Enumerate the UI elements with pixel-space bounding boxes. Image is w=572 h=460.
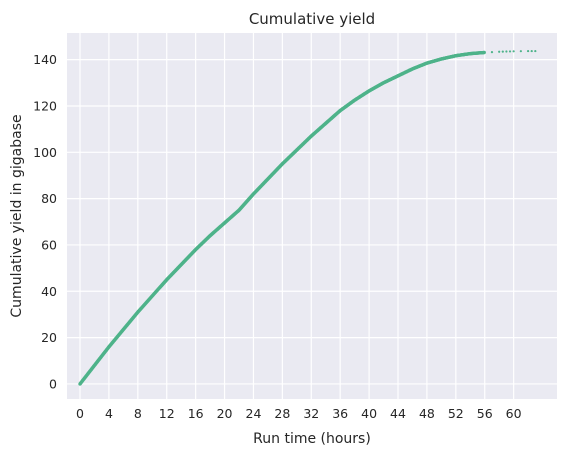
y-tick-label: 80: [41, 191, 57, 206]
data-point: [530, 49, 533, 53]
x-tick-label: 52: [448, 406, 464, 421]
x-tick-label: 36: [332, 406, 348, 421]
y-tick-label: 60: [41, 237, 57, 252]
y-tick-label: 40: [41, 284, 57, 299]
x-tick-label: 20: [217, 406, 233, 421]
x-tick-label: 28: [274, 406, 290, 421]
x-tick-label: 24: [246, 406, 262, 421]
x-tick-label: 0: [76, 406, 84, 421]
grid-lines: [67, 33, 557, 399]
chart-title: Cumulative yield: [249, 10, 375, 28]
x-tick-label: 44: [390, 406, 406, 421]
x-tick-label: 12: [159, 406, 175, 421]
x-tick-label: 48: [419, 406, 435, 421]
y-tick-label: 20: [41, 330, 57, 345]
data-point: [483, 51, 486, 54]
y-tick-label: 0: [49, 376, 57, 391]
x-tick-label: 40: [361, 406, 377, 421]
x-tick-label: 4: [105, 406, 113, 421]
data-points: [78, 49, 537, 386]
data-point: [526, 49, 530, 53]
x-tick-label: 8: [134, 406, 142, 421]
y-tick-labels: 0 20 40 60 80 100 120 140: [33, 52, 57, 391]
x-tick-labels: 0 4 8 12 16 20 24 28 32 36 40 44 48 52 56 60: [76, 406, 522, 421]
data-point: [490, 51, 494, 54]
y-axis-label: Cumulative yield in gigabase: [9, 114, 25, 317]
x-tick-label: 60: [506, 406, 522, 421]
x-tick-label: 16: [188, 406, 204, 421]
data-point: [505, 50, 508, 53]
x-tick-label: 32: [303, 406, 319, 421]
y-tick-label: 140: [33, 52, 57, 67]
x-axis-label: Run time (hours): [253, 431, 371, 447]
data-point: [519, 50, 522, 53]
y-tick-label: 120: [33, 98, 57, 113]
plot-background: [67, 33, 557, 399]
data-point: [508, 50, 512, 53]
x-tick-label: 56: [477, 406, 493, 421]
data-point: [498, 50, 501, 53]
data-point: [534, 49, 537, 53]
data-point: [512, 50, 515, 53]
y-tick-label: 100: [33, 145, 57, 160]
data-point: [501, 50, 504, 53]
